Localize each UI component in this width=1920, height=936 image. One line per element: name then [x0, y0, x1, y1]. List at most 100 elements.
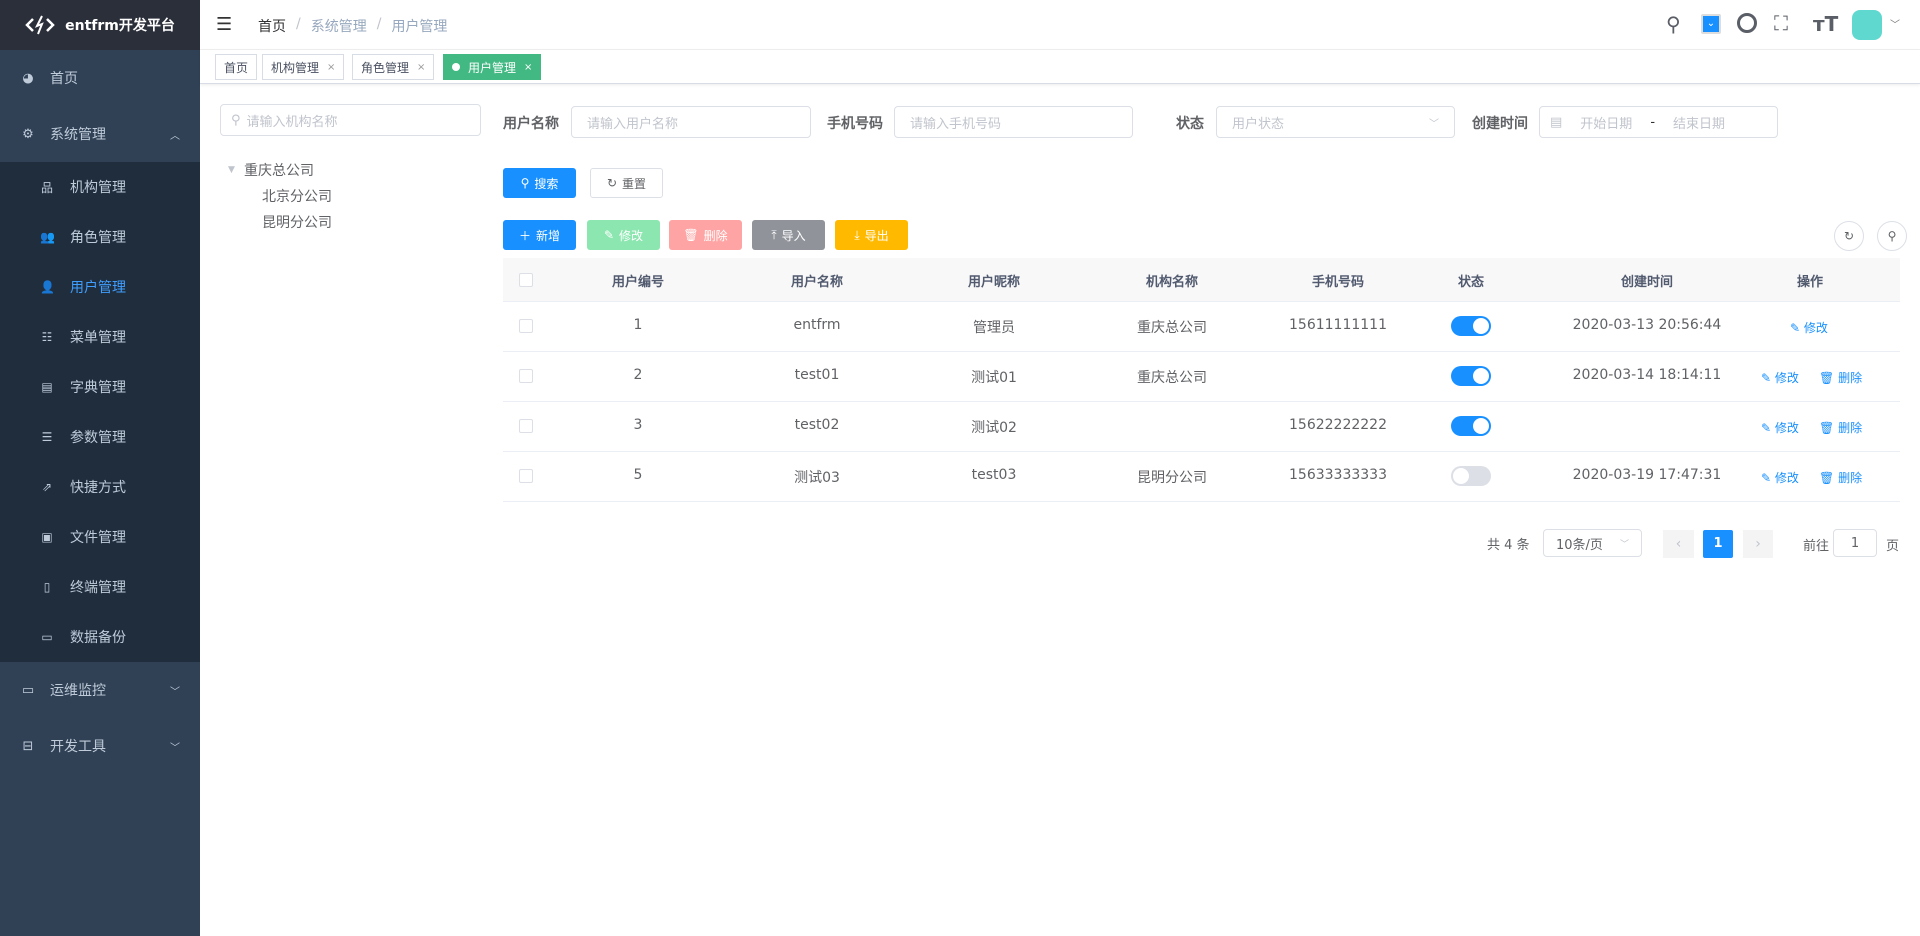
github-icon[interactable]: [1737, 13, 1757, 33]
row-delete-button[interactable]: 🗑 删除: [1819, 371, 1863, 385]
row-edit-button[interactable]: ✎ 修改: [1790, 321, 1828, 335]
export-button[interactable]: ⤓ 导出: [835, 220, 908, 250]
add-button[interactable]: ＋ 新增: [503, 220, 576, 250]
menu-label: 快捷方式: [70, 480, 126, 496]
table-cell-created: 2020-03-13 20:56:44: [1572, 317, 1722, 333]
sidebar-item-user[interactable]: 👤 用户管理: [0, 262, 200, 312]
sidebar-item-shortcut[interactable]: ⇗ 快捷方式: [0, 462, 200, 512]
table-cell-created: 2020-03-19 17:47:31: [1572, 467, 1722, 483]
chevron-down-icon[interactable]: ﹀: [1890, 20, 1900, 31]
font-size-icon[interactable]: тT: [1813, 12, 1839, 36]
tree-node[interactable]: 昆明分公司: [262, 215, 332, 231]
close-icon[interactable]: ×: [524, 61, 533, 73]
row-delete-button[interactable]: 🗑 删除: [1819, 421, 1863, 435]
row-checkbox[interactable]: [519, 369, 533, 383]
users-icon: 👥: [40, 230, 55, 244]
op-label: 修改: [1774, 471, 1799, 485]
import-button[interactable]: ⤒ 导入: [752, 220, 825, 250]
next-page-button[interactable]: ›: [1743, 530, 1773, 558]
calendar-icon: ▤: [1550, 114, 1563, 130]
status-toggle[interactable]: [1451, 466, 1491, 486]
row-checkbox[interactable]: [519, 469, 533, 483]
breadcrumb-item[interactable]: 首页: [258, 19, 286, 35]
table-cell-org: 昆明分公司: [1137, 470, 1207, 486]
page-1-button[interactable]: 1: [1703, 530, 1733, 558]
column-header[interactable]: 用户编号: [611, 275, 665, 290]
sidebar-item-system[interactable]: ⚙ 系统管理 ︿: [0, 106, 200, 162]
username-input[interactable]: 请输入用户名称: [571, 106, 811, 138]
logo[interactable]: entfrm开发平台: [0, 0, 200, 50]
edit-button[interactable]: ✎ 修改: [587, 220, 660, 250]
tree-node[interactable]: 北京分公司: [262, 189, 332, 205]
caret-down-icon[interactable]: ▼: [228, 165, 235, 175]
date-range-picker[interactable]: ▤ 开始日期 - 结束日期: [1539, 106, 1778, 138]
tab-role[interactable]: 角色管理 ×: [352, 54, 435, 80]
tree-icon: 品: [40, 180, 53, 195]
status-toggle[interactable]: [1451, 366, 1491, 386]
tree-node[interactable]: 重庆总公司: [244, 163, 314, 179]
select-dropdown-icon[interactable]: ⌄: [1701, 14, 1721, 34]
button-label: 导出: [864, 228, 889, 243]
sidebar-item-dict[interactable]: ▤ 字典管理: [0, 362, 200, 412]
column-header[interactable]: 用户昵称: [967, 275, 1021, 290]
close-icon[interactable]: ×: [417, 61, 426, 73]
refresh-icon[interactable]: ↻: [1834, 221, 1864, 251]
column-header[interactable]: 状态: [1457, 275, 1485, 290]
tab-user[interactable]: 用户管理 ×: [443, 54, 542, 80]
search-icon: ⚲: [520, 176, 530, 190]
search-button[interactable]: ⚲ 搜索: [503, 168, 576, 198]
sidebar-item-files[interactable]: ▣ 文件管理: [0, 512, 200, 562]
page-size-select[interactable]: 10条/页 ﹀: [1543, 529, 1642, 557]
search-toggle-icon[interactable]: ⚲: [1877, 221, 1907, 251]
row-edit-button[interactable]: ✎ 修改: [1761, 371, 1799, 385]
divider: [503, 401, 1900, 402]
divider: [503, 451, 1900, 452]
logo-icon: [25, 15, 55, 35]
table-cell-id: 1: [633, 317, 643, 333]
avatar[interactable]: [1852, 10, 1882, 40]
column-header[interactable]: 手机号码: [1311, 275, 1365, 290]
sidebar-item-menu[interactable]: ☷ 菜单管理: [0, 312, 200, 362]
row-delete-button[interactable]: 🗑 删除: [1819, 471, 1863, 485]
goto-page-input[interactable]: 1: [1833, 529, 1877, 557]
phone-input[interactable]: 请输入手机号码: [894, 106, 1133, 138]
status-toggle[interactable]: [1451, 416, 1491, 436]
column-header[interactable]: 创建时间: [1620, 275, 1674, 290]
goto-label: 前往: [1803, 539, 1830, 554]
sidebar-item-backup[interactable]: ▭ 数据备份: [0, 612, 200, 662]
status-toggle[interactable]: [1451, 316, 1491, 336]
reset-button[interactable]: ↻ 重置: [590, 168, 663, 198]
row-checkbox[interactable]: [519, 419, 533, 433]
button-label: 新增: [536, 228, 561, 243]
tab-home[interactable]: 首页: [215, 54, 258, 80]
tab-org[interactable]: 机构管理 ×: [262, 54, 345, 80]
toggle-knob: [1453, 468, 1469, 484]
prev-page-button[interactable]: ‹: [1663, 530, 1694, 558]
sidebar-item-terminal[interactable]: ▯ 终端管理: [0, 562, 200, 612]
search-icon[interactable]: ⚲: [1666, 12, 1681, 36]
sidebar-item-params[interactable]: ☰ 参数管理: [0, 412, 200, 462]
select-all-checkbox[interactable]: [519, 273, 533, 287]
hamburger-icon[interactable]: ☰: [216, 14, 233, 35]
sidebar-item-ops[interactable]: ▭ 运维监控 ﹀: [0, 662, 200, 718]
column-header[interactable]: 操作: [1796, 275, 1824, 290]
row-checkbox[interactable]: [519, 319, 533, 333]
column-header[interactable]: 机构名称: [1145, 275, 1199, 290]
sidebar-item-role[interactable]: 👥 角色管理: [0, 212, 200, 262]
close-icon[interactable]: ×: [327, 61, 336, 73]
tab-label: 角色管理: [361, 60, 410, 75]
phone-label: 手机号码: [827, 116, 883, 132]
row-edit-button[interactable]: ✎ 修改: [1761, 471, 1799, 485]
org-search-input[interactable]: ⚲ 请输入机构名称: [220, 104, 481, 136]
delete-button[interactable]: 🗑 删除: [669, 220, 742, 250]
toggle-knob: [1473, 318, 1489, 334]
table-cell-created: 2020-03-14 18:14:11: [1572, 367, 1722, 383]
sidebar-item-home[interactable]: ◕ 首页: [0, 50, 200, 106]
column-header[interactable]: 用户名称: [790, 275, 844, 290]
sidebar-item-org[interactable]: 品 机构管理: [0, 162, 200, 212]
status-select[interactable]: 用户状态 ﹀: [1216, 106, 1455, 138]
row-edit-button[interactable]: ✎ 修改: [1761, 421, 1799, 435]
sidebar-item-dev[interactable]: ⊟ 开发工具 ﹀: [0, 718, 200, 774]
fullscreen-icon[interactable]: ⛶: [1774, 11, 1788, 35]
op-label: 修改: [1803, 321, 1828, 335]
